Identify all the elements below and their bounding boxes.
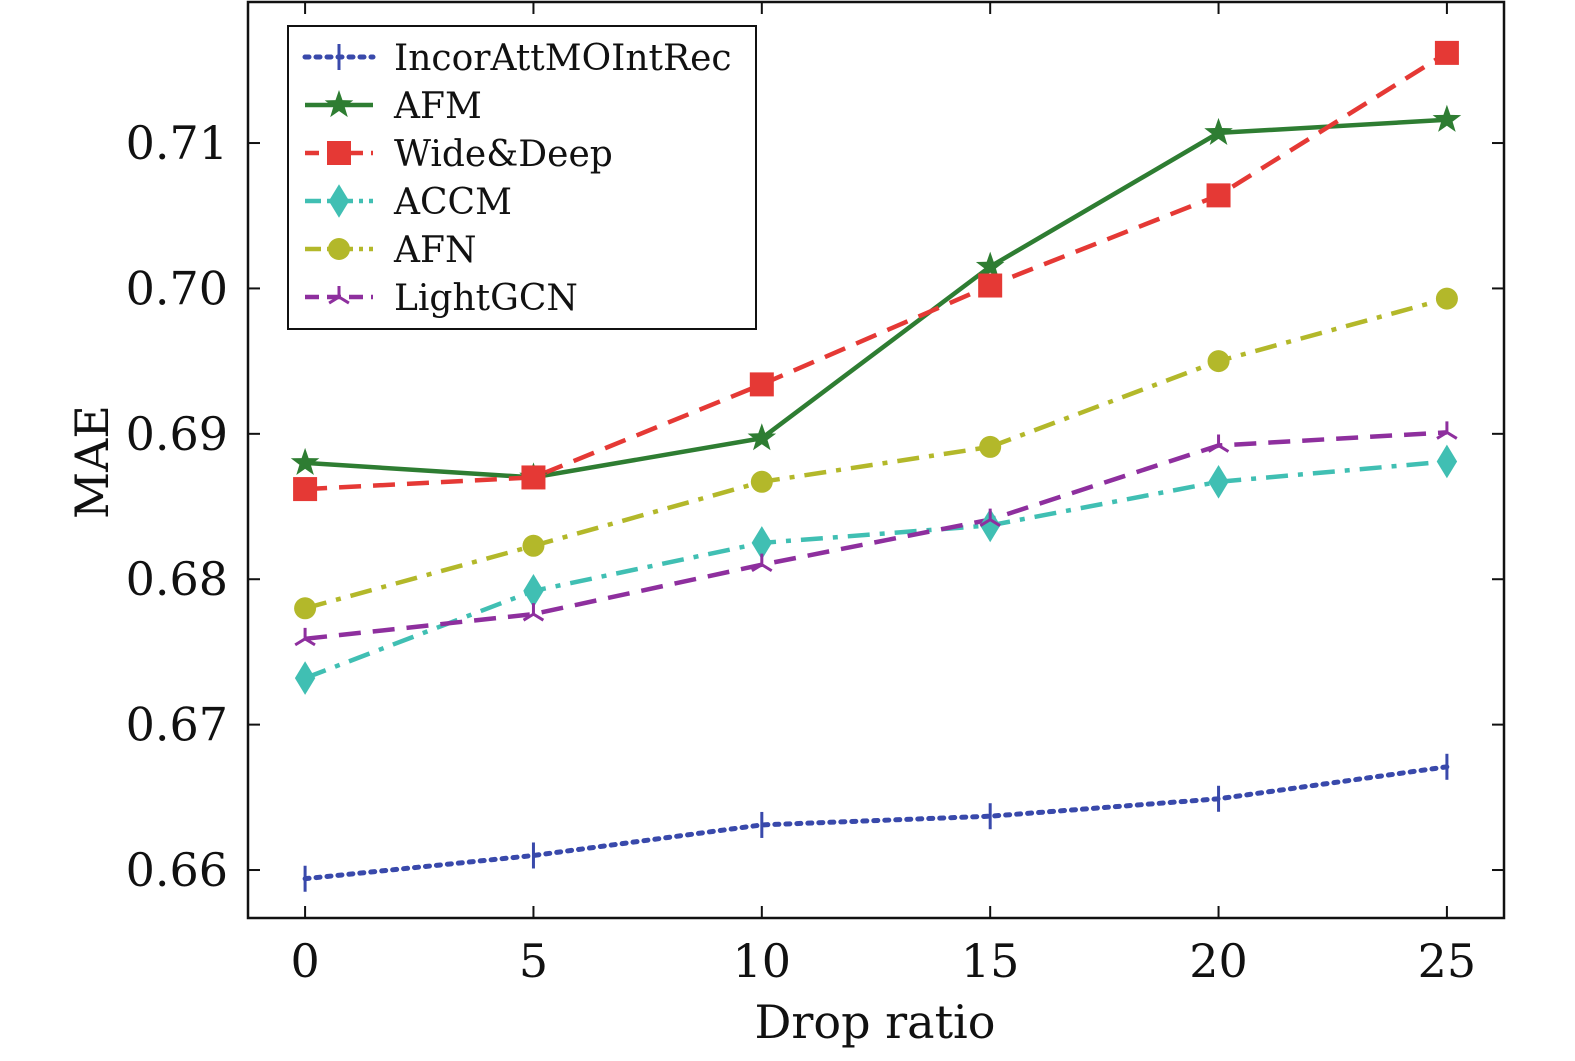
x-tick-label: 25: [1418, 934, 1477, 988]
x-tick-label: 15: [961, 934, 1020, 988]
x-tick-label: 0: [290, 934, 319, 988]
data-point-afn: [750, 470, 773, 493]
y-tick-label: 0.67: [126, 698, 228, 752]
y-tick-label: 0.70: [126, 261, 228, 315]
y-tick-label: 0.69: [126, 407, 228, 461]
data-point-afm: [1432, 104, 1462, 132]
legend-marker-afn: [328, 238, 350, 260]
y-tick-label: 0.71: [126, 116, 228, 170]
data-point-lightgcn: [522, 603, 545, 622]
legend-marker-lightgcn: [328, 286, 350, 305]
series-markers: [290, 40, 1462, 892]
data-point-afn: [1207, 350, 1230, 373]
x-tick-label: 20: [1189, 934, 1248, 988]
data-point-afn: [979, 435, 1002, 458]
data-point-wide-deep: [978, 273, 1003, 298]
legend-marker-wide-deep: [327, 141, 351, 165]
data-point-afm: [975, 251, 1005, 279]
data-point-wide-deep: [293, 477, 318, 502]
tick-marks: [248, 2, 1504, 918]
data-point-lightgcn: [751, 553, 773, 573]
data-point-wide-deep: [521, 465, 546, 490]
data-point-accm: [523, 574, 544, 608]
series-line-lightgcn: [304, 430, 1448, 642]
data-point-accm: [1436, 444, 1458, 479]
data-point-afm: [290, 447, 320, 475]
series-lines: [302, 50, 1450, 882]
data-point-afn: [1435, 287, 1458, 310]
legend-label-accm: ACCM: [393, 182, 512, 223]
data-point-afm: [747, 423, 777, 451]
data-point-afn: [522, 534, 545, 557]
x-tick-label: 5: [519, 934, 548, 988]
series-line-afm: [304, 117, 1448, 480]
legend-marker-afm: [324, 90, 354, 118]
legend-label-lightgcn: LightGCN: [394, 278, 578, 319]
data-point-lightgcn: [1436, 421, 1458, 440]
data-point-afm: [1204, 117, 1233, 145]
data-point-accm: [751, 526, 773, 560]
data-point-wide-deep: [1206, 183, 1231, 208]
legend-box: [287, 25, 757, 330]
y-tick-label: 0.66: [126, 843, 228, 897]
x-tick-labels: 0 5 10 15 20 25: [290, 934, 1476, 988]
data-point-wide-deep: [1434, 40, 1459, 65]
y-tick-label: 0.68: [126, 552, 228, 606]
data-point-accm: [1208, 465, 1229, 499]
series-line-wide-deep: [304, 50, 1449, 492]
legend: IncorAttMOIntRec AFM Wide&Deep ACCM AFN Light…: [287, 25, 757, 330]
y-axis-title: MAE: [65, 405, 119, 519]
data-point-afn: [294, 597, 317, 620]
data-point-accm: [979, 508, 1001, 543]
data-point-wide-deep: [749, 372, 774, 397]
data-point-lightgcn: [1207, 434, 1230, 453]
x-axis-title: Drop ratio: [755, 995, 996, 1049]
series-line-accm: [304, 459, 1448, 681]
legend-label-afm: AFM: [393, 86, 482, 127]
series-line-incorattmointrec: [302, 764, 1450, 882]
legend-label-afn: AFN: [393, 230, 476, 271]
series-line-afn: [304, 296, 1448, 611]
plot-frame: [246, 0, 1506, 920]
x-tick-label: 10: [733, 934, 792, 988]
legend-marker-accm: [328, 184, 350, 218]
data-point-lightgcn: [294, 627, 316, 647]
data-point-accm: [294, 661, 316, 695]
legend-label-wide-deep: Wide&Deep: [394, 134, 613, 175]
legend-label-incorattmointrec: IncorAttMOIntRec: [394, 38, 732, 79]
data-point-lightgcn: [979, 508, 1001, 527]
y-tick-labels: 0.66 0.67 0.68 0.69 0.70 0.71: [126, 116, 228, 897]
